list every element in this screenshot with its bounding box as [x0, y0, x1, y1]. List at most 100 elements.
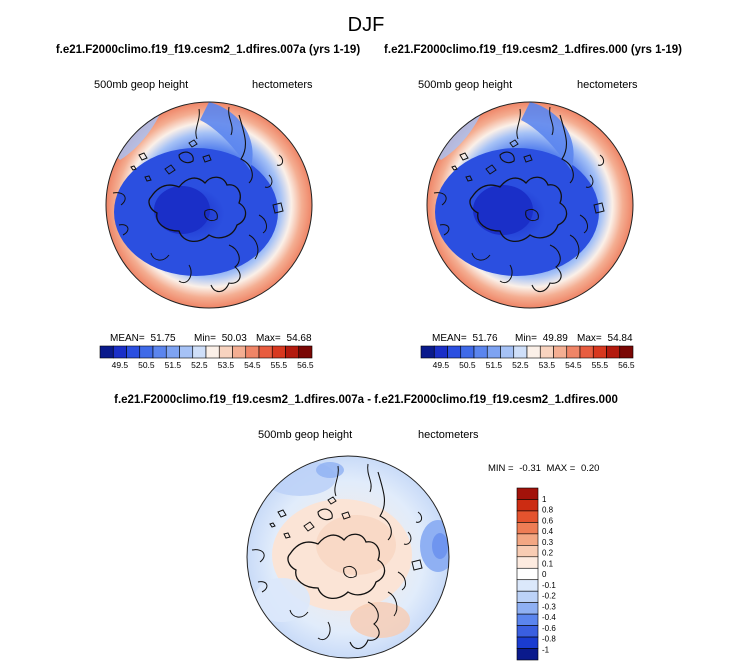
panel-1-stats-max: Max= 54.68	[256, 333, 312, 344]
panel-3-right-label: hectometers	[418, 429, 479, 441]
panel-1: f.e21.F2000climo.f19_f19.cesm2_1.dfires.…	[56, 44, 360, 370]
panel-3-colorbar-box	[516, 499, 539, 512]
panel-3-colorbar-label: -0.1	[542, 581, 556, 590]
panel-2-colorbar-label: 52.5	[512, 360, 529, 370]
panel-2-colorbar-label: 49.5	[433, 360, 450, 370]
panel-1-colorbar-label: 49.5	[112, 360, 129, 370]
panel-3-colorbar-label: 0.4	[542, 527, 554, 536]
panel-1-colorbar-box	[99, 345, 114, 359]
panel-2-colorbar-label: 56.5	[618, 360, 635, 370]
panel-1-colorbar-box	[139, 345, 154, 359]
panel-1-title: f.e21.F2000climo.f19_f19.cesm2_1.dfires.…	[56, 44, 360, 56]
panel-1-colorbar-box	[205, 345, 220, 359]
panel-1-colorbar-box	[165, 345, 180, 359]
panel-1-colorbar-label: 50.5	[138, 360, 155, 370]
panel-3-colorbar-box	[516, 533, 539, 546]
panel-3-colorbar-label: 0.8	[542, 506, 554, 515]
panel-1-colorbar-box	[192, 345, 207, 359]
panel-3-colorbar-label: 0.6	[542, 516, 554, 525]
panel-1-colorbar-box	[126, 345, 141, 359]
panel-3-map	[247, 456, 449, 658]
panel-3-colorbar-label: 0.2	[542, 549, 554, 558]
panel-2-colorbar-box	[619, 345, 634, 359]
panel-2-colorbar-box	[606, 345, 621, 359]
panel-2-left-label: 500mb geop height	[418, 79, 512, 91]
panel-2-stats-min: Min= 49.89	[515, 333, 568, 344]
panel-2-colorbar-box	[460, 345, 475, 359]
panel-2-colorbar-box	[513, 345, 528, 359]
panel-3-colorbar-box	[516, 648, 539, 661]
panel-3-colorbar: 1 0.80.6 0.4 0.3 0.20.1 0 -0.1 -0.2-0.3 -0.4 -0.6…	[516, 487, 556, 661]
diff-title: f.e21.F2000climo.f19_f19.cesm2_1.dfires.…	[114, 394, 618, 406]
panel-3-colorbar-box	[516, 510, 539, 523]
panel-2-colorbar-box	[486, 345, 501, 359]
panel-2-colorbar-box	[433, 345, 448, 359]
panel-1-colorbar-label: 56.5	[297, 360, 314, 370]
panel-1-colorbar-label: 53.5	[218, 360, 235, 370]
panel-1-colorbar-box	[285, 345, 300, 359]
panel-2-map	[427, 102, 633, 308]
panel-1-colorbar-box	[271, 345, 286, 359]
panel-1-colorbar: 49.5 50.5 51.5 52.5 53.5 54.5 55.5 56.5	[99, 345, 314, 370]
panel-2-colorbar-label: 53.5	[539, 360, 556, 370]
panel-3-colorbar-box	[516, 579, 539, 592]
panel-2-stats-max: Max= 54.84	[577, 333, 633, 344]
panel-3-colorbar-label: 1	[542, 495, 547, 504]
panel-1-stats-min: Min= 50.03	[194, 333, 247, 344]
panel-1-colorbar-box	[152, 345, 167, 359]
panel-2-colorbar-box	[553, 345, 568, 359]
panel-1-colorbar-label: 54.5	[244, 360, 261, 370]
panel-2-title: f.e21.F2000climo.f19_f19.cesm2_1.dfires.…	[384, 44, 682, 56]
panel-1-colorbar-box	[179, 345, 194, 359]
panel-2-colorbar: 49.5 50.5 51.5 52.5 53.5 54.5 55.5 56.5	[420, 345, 635, 370]
panel-2-right-label: hectometers	[577, 79, 638, 91]
panel-3-left-label: 500mb geop height	[258, 429, 352, 441]
panel-2-colorbar-box	[473, 345, 488, 359]
panel-1-colorbar-label: 55.5	[271, 360, 288, 370]
panel-3-colorbar-label: 0.1	[542, 559, 554, 568]
panel-3-colorbar-label: -0.6	[542, 624, 556, 633]
panel-2-colorbar-box	[592, 345, 607, 359]
panel-3-colorbar-label: -0.3	[542, 602, 556, 611]
panel-2-colorbar-label: 54.5	[565, 360, 582, 370]
panel-1-map	[106, 102, 312, 308]
panel-3-colorbar-box	[516, 636, 539, 649]
panel-2-colorbar-box	[579, 345, 594, 359]
panel-1-colorbar-label: 52.5	[191, 360, 208, 370]
panel-3-colorbar-box	[516, 613, 539, 626]
panel-3-colorbar-box	[516, 556, 539, 569]
panel-2-colorbar-label: 55.5	[592, 360, 609, 370]
panel-1-right-label: hectometers	[252, 79, 313, 91]
panel-1-colorbar-box	[232, 345, 247, 359]
panel-3-colorbar-box	[516, 625, 539, 638]
panel-3-colorbar-label: -0.8	[542, 635, 556, 644]
panel-3-colorbar-label: -0.4	[542, 613, 556, 622]
panel-3-colorbar-box	[516, 567, 539, 581]
panel-2-colorbar-box	[447, 345, 462, 359]
panel-3-colorbar-box	[516, 545, 539, 558]
panel-3-colorbar-label: 0.3	[542, 538, 554, 547]
panel-1-left-label: 500mb geop height	[94, 79, 188, 91]
panel-2-colorbar-box	[526, 345, 541, 359]
panel-1-colorbar-box	[218, 345, 233, 359]
panel-3-colorbar-box	[516, 590, 539, 603]
panel-2-colorbar-label: 50.5	[459, 360, 476, 370]
panel-3-colorbar-label: 0	[542, 570, 547, 579]
panel-1-colorbar-label: 51.5	[165, 360, 182, 370]
panel-1-stats-mean: MEAN= 51.75	[110, 333, 176, 344]
panel-2-colorbar-label: 51.5	[486, 360, 503, 370]
figure-title: DJF	[348, 14, 385, 36]
panel-1-colorbar-box	[245, 345, 260, 359]
panel-1-colorbar-box	[258, 345, 273, 359]
panel-2: f.e21.F2000climo.f19_f19.cesm2_1.dfires.…	[384, 44, 682, 370]
panel-2-colorbar-box	[539, 345, 554, 359]
panel-3-colorbar-box	[516, 487, 539, 500]
panel-2-colorbar-box	[500, 345, 515, 359]
panel-1-colorbar-box	[298, 345, 313, 359]
panel-3-colorbar-box	[516, 602, 539, 615]
panel-2-colorbar-box	[420, 345, 435, 359]
panel-3: f.e21.F2000climo.f19_f19.cesm2_1.dfires.…	[114, 394, 618, 661]
panel-3-stats: MIN = -0.31 MAX = 0.20	[488, 463, 599, 474]
panel-2-colorbar-box	[566, 345, 581, 359]
